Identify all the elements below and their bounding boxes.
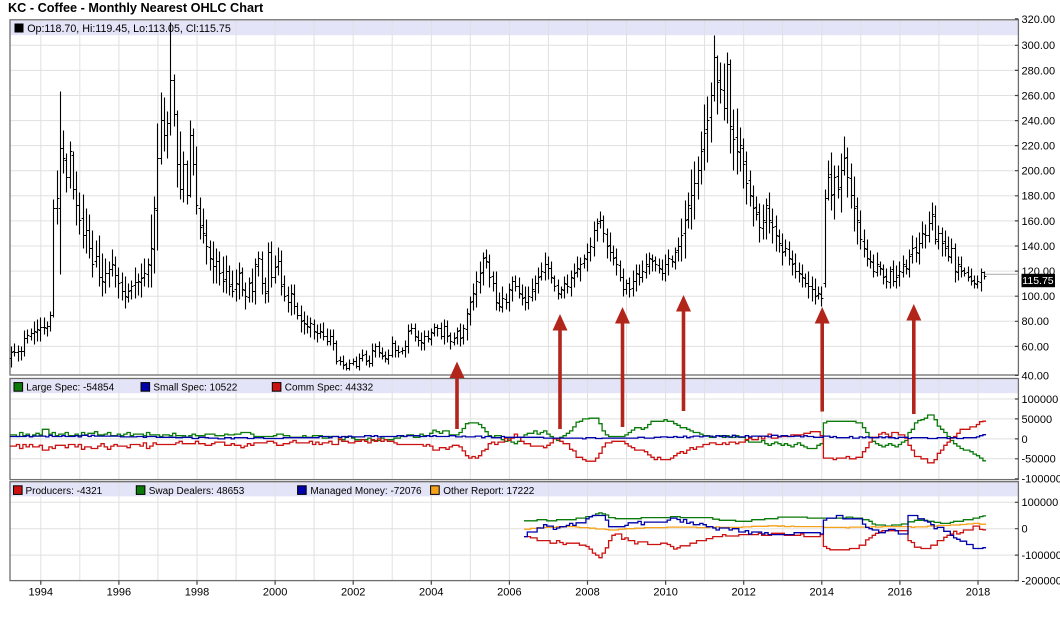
svg-text:Other Report: 17222: Other Report: 17222 <box>443 486 535 497</box>
svg-text:2012: 2012 <box>731 587 755 599</box>
svg-text:50000: 50000 <box>1022 414 1053 426</box>
svg-text:-200000: -200000 <box>1022 576 1060 588</box>
svg-text:Producers: -4321: Producers: -4321 <box>26 486 103 497</box>
svg-text:Large Spec: -54854: Large Spec: -54854 <box>26 383 114 394</box>
svg-text:2008: 2008 <box>575 587 599 599</box>
svg-text:0: 0 <box>1022 524 1028 536</box>
svg-text:300.00: 300.00 <box>1022 40 1056 52</box>
svg-text:2014: 2014 <box>810 587 834 599</box>
svg-text:280.00: 280.00 <box>1022 65 1056 77</box>
svg-text:2006: 2006 <box>497 587 521 599</box>
svg-text:Op:118.70, Hi:119.45, Lo:113.0: Op:118.70, Hi:119.45, Lo:113.05, Cl:115.… <box>27 23 231 35</box>
svg-text:115.75: 115.75 <box>1022 275 1053 287</box>
svg-text:140.00: 140.00 <box>1022 241 1056 253</box>
svg-text:Comm Spec: 44332: Comm Spec: 44332 <box>285 383 374 394</box>
svg-text:320.00: 320.00 <box>1022 14 1056 26</box>
svg-text:1998: 1998 <box>185 587 209 599</box>
svg-text:160.00: 160.00 <box>1022 216 1056 228</box>
svg-text:1996: 1996 <box>107 587 131 599</box>
svg-text:Small Spec: 10522: Small Spec: 10522 <box>153 383 237 394</box>
svg-text:2016: 2016 <box>888 587 912 599</box>
svg-text:180.00: 180.00 <box>1022 191 1056 203</box>
svg-text:Managed Money: -72076: Managed Money: -72076 <box>310 486 422 497</box>
svg-text:100000: 100000 <box>1022 394 1059 406</box>
svg-text:80.00: 80.00 <box>1022 316 1050 328</box>
svg-text:60.00: 60.00 <box>1022 341 1050 353</box>
svg-text:220.00: 220.00 <box>1022 141 1056 153</box>
svg-text:-50000: -50000 <box>1022 454 1056 466</box>
svg-text:100000: 100000 <box>1022 497 1059 509</box>
svg-text:-100000: -100000 <box>1022 550 1060 562</box>
svg-text:2004: 2004 <box>419 587 443 599</box>
svg-text:240.00: 240.00 <box>1022 116 1056 128</box>
svg-text:2010: 2010 <box>653 587 677 599</box>
svg-text:40.00: 40.00 <box>1022 370 1050 382</box>
svg-text:0: 0 <box>1022 434 1028 446</box>
svg-text:200.00: 200.00 <box>1022 166 1056 178</box>
svg-text:260.00: 260.00 <box>1022 90 1056 102</box>
svg-text:Swap Dealers: 48653: Swap Dealers: 48653 <box>149 486 245 497</box>
svg-text:100.00: 100.00 <box>1022 291 1056 303</box>
svg-text:-100000: -100000 <box>1022 474 1060 486</box>
svg-text:2000: 2000 <box>263 587 287 599</box>
svg-text:2002: 2002 <box>341 587 365 599</box>
svg-text:1994: 1994 <box>29 587 53 599</box>
svg-text:2018: 2018 <box>966 587 990 599</box>
